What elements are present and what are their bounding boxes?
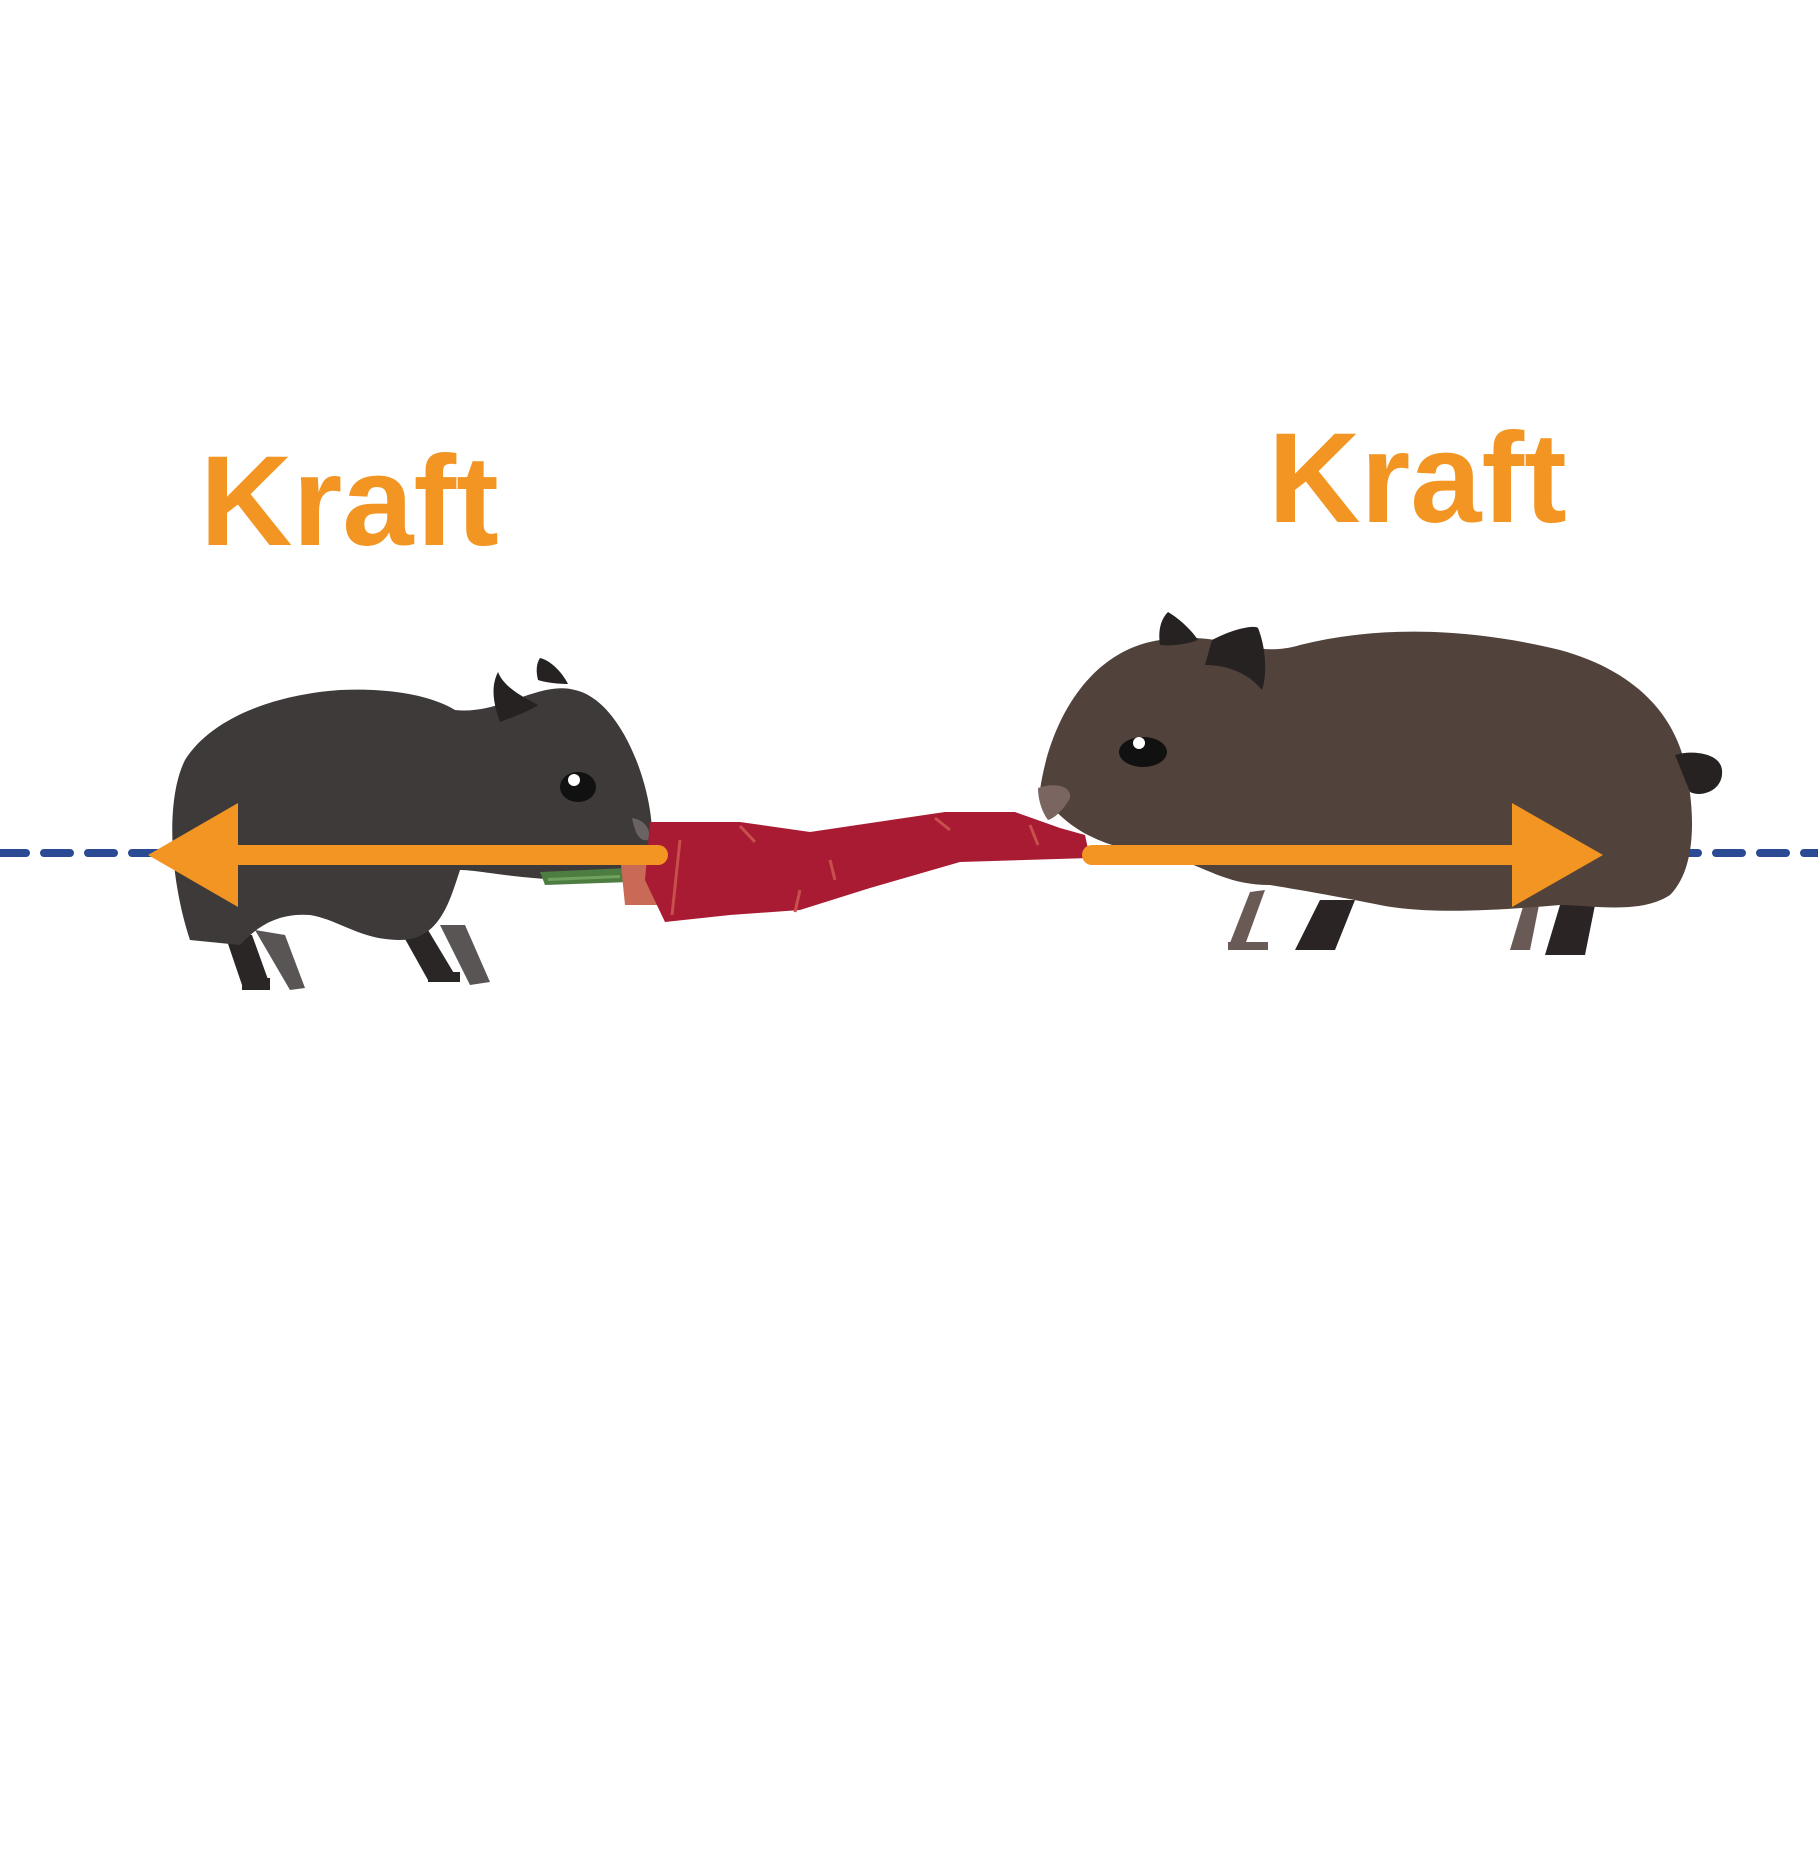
right-force-arrow: [1082, 803, 1603, 907]
carrot-icon: [540, 812, 1090, 922]
left-force-arrow: [148, 803, 668, 907]
left-force-label: Kraft: [200, 430, 499, 573]
guinea-pig-dark-icon: [172, 658, 652, 990]
guinea-pig-brown-icon: [1038, 612, 1723, 955]
right-force-label: Kraft: [1268, 407, 1567, 550]
